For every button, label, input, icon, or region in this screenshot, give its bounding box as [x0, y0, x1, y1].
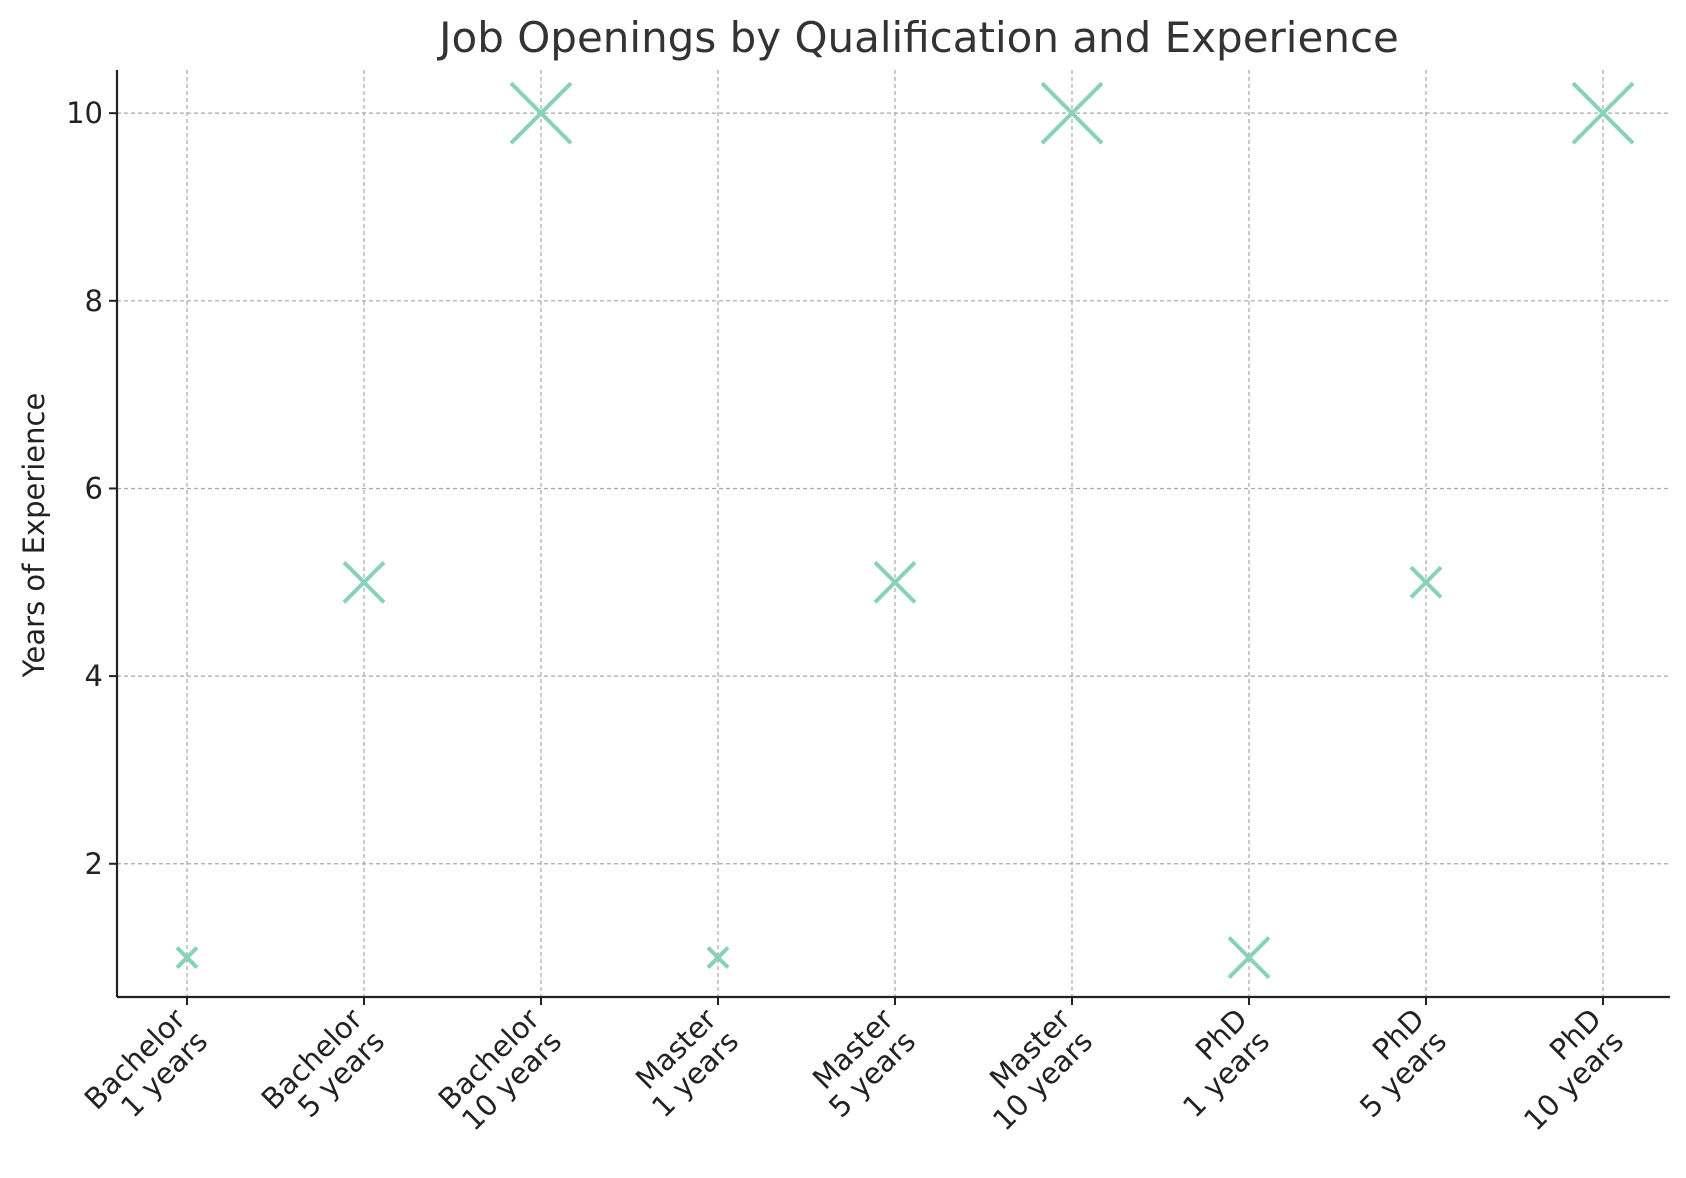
x-tick-label: Master5 years [800, 1002, 922, 1124]
x-tick-label: PhD5 years [1331, 1002, 1453, 1124]
data-point-x-marker [706, 946, 730, 970]
x-tick-label: PhD1 years [1154, 1002, 1276, 1124]
data-point-x-marker [509, 81, 573, 145]
x-tick-label: PhD10 years [1495, 1002, 1630, 1137]
x-tick-label: Bachelor5 years [255, 1002, 391, 1138]
data-points [175, 81, 1635, 980]
data-point-x-marker [175, 946, 199, 970]
axes [115, 70, 1670, 999]
data-point-x-marker [1409, 565, 1443, 599]
y-tick-label: 4 [85, 659, 103, 693]
data-point-x-marker [342, 560, 386, 604]
x-tick-label: Bachelor1 years [78, 1002, 214, 1138]
ticks: 2 4 6 8 10 Bachelor1 years Bachelor5 years Bach… [66, 96, 1630, 1138]
x-tick-label: Master10 years [964, 1002, 1099, 1137]
data-point-x-marker [873, 560, 917, 604]
y-tick-label: 2 [85, 847, 103, 881]
data-point-x-marker [1571, 81, 1635, 145]
chart-title: Job Openings by Qualification and Experi… [436, 13, 1399, 62]
grid [117, 70, 1670, 997]
x-tick-label: Master1 years [623, 1002, 745, 1124]
data-point-x-marker [1227, 936, 1271, 980]
y-axis-label: Years of Experience [17, 393, 51, 679]
y-tick-label: 6 [85, 471, 103, 505]
x-tick-label: Bachelor10 years [432, 1002, 568, 1138]
y-tick-label: 10 [66, 96, 103, 130]
y-tick-label: 8 [85, 284, 103, 318]
data-point-x-marker [1040, 81, 1104, 145]
